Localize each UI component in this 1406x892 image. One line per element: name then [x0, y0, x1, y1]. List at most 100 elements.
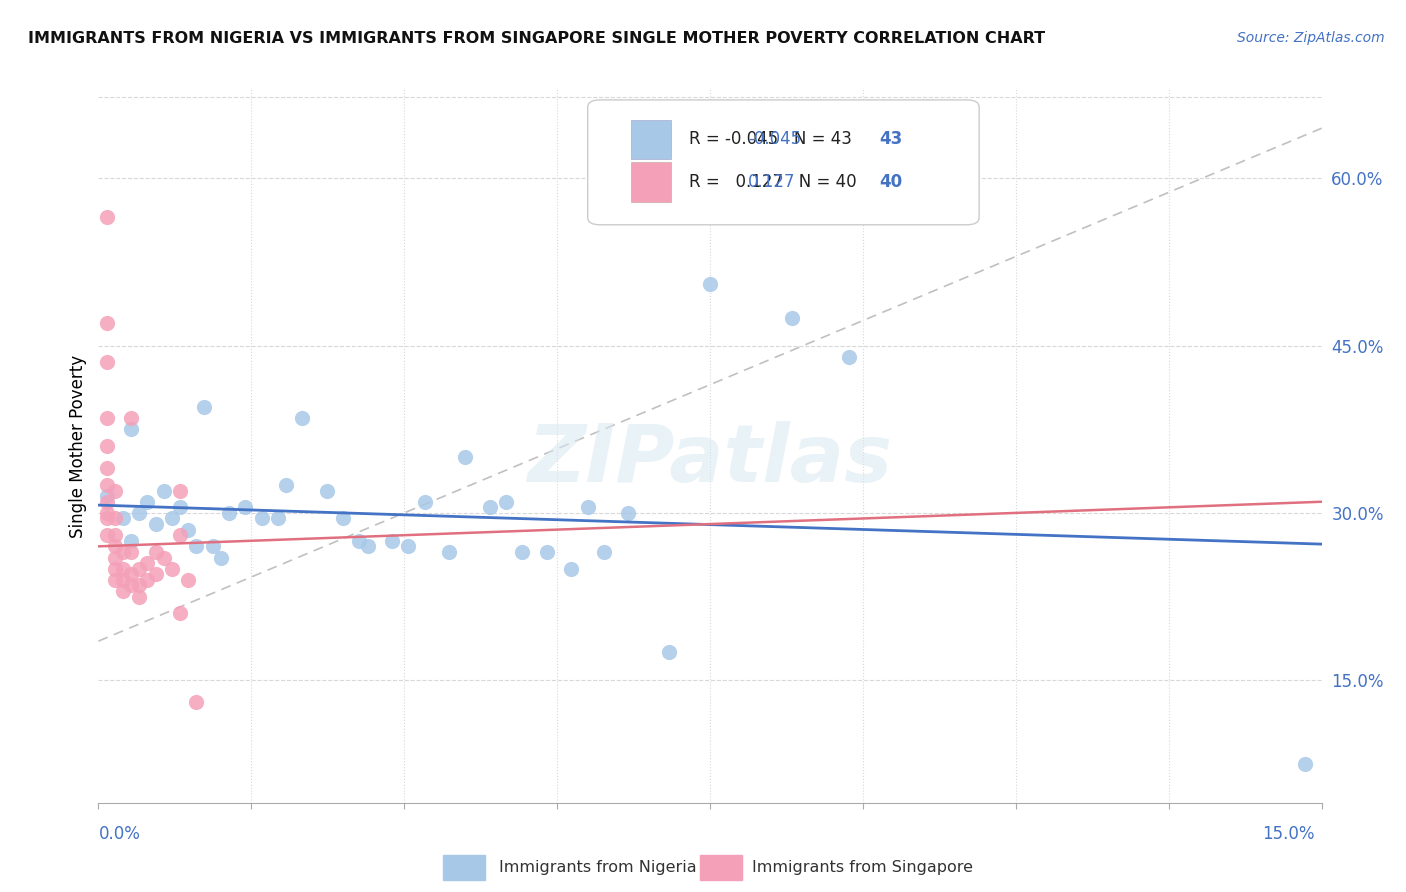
Text: R =   0.127   N = 40: R = 0.127 N = 40	[689, 173, 856, 191]
Point	[193, 400, 215, 414]
Text: -0.045: -0.045	[748, 130, 801, 148]
Point	[96, 461, 118, 475]
Point	[233, 500, 256, 515]
Point	[96, 211, 118, 225]
Point	[145, 567, 167, 582]
Point	[96, 528, 118, 542]
Point	[104, 483, 127, 498]
Point	[104, 550, 127, 565]
Point	[593, 545, 616, 559]
Point	[136, 556, 159, 570]
Point	[177, 523, 200, 537]
Point	[356, 539, 378, 553]
Point	[495, 494, 517, 508]
Point	[437, 545, 460, 559]
Point	[120, 567, 142, 582]
Point	[111, 545, 134, 559]
Point	[120, 578, 142, 592]
Point	[512, 545, 534, 559]
Point	[128, 590, 150, 604]
Point	[186, 539, 208, 553]
Text: Source: ZipAtlas.com: Source: ZipAtlas.com	[1237, 31, 1385, 45]
Point	[169, 528, 191, 542]
Point	[96, 317, 118, 331]
Point	[152, 483, 174, 498]
Point	[104, 562, 127, 576]
Point	[332, 511, 354, 525]
Point	[96, 489, 118, 503]
Point	[291, 411, 314, 425]
Text: 0.0%: 0.0%	[98, 825, 141, 843]
Point	[169, 483, 191, 498]
Point	[160, 511, 183, 525]
Point	[160, 562, 183, 576]
Point	[250, 511, 273, 525]
Point	[838, 350, 860, 364]
Point	[111, 511, 134, 525]
Point	[658, 645, 681, 659]
Point	[96, 506, 118, 520]
Point	[120, 545, 142, 559]
FancyBboxPatch shape	[630, 162, 671, 202]
Text: 0.127: 0.127	[748, 173, 796, 191]
FancyBboxPatch shape	[630, 120, 671, 159]
Point	[478, 500, 501, 515]
Point	[576, 500, 599, 515]
Point	[96, 478, 118, 492]
Point	[96, 411, 118, 425]
Point	[120, 533, 142, 548]
Point	[111, 573, 134, 587]
Text: 15.0%: 15.0%	[1263, 825, 1315, 843]
Point	[145, 517, 167, 532]
Point	[111, 583, 134, 598]
Point	[128, 562, 150, 576]
Point	[96, 439, 118, 453]
Point	[136, 494, 159, 508]
Point	[617, 506, 640, 520]
Point	[780, 310, 803, 325]
Point	[96, 494, 118, 508]
Point	[186, 696, 208, 710]
Point	[560, 562, 582, 576]
Point	[169, 500, 191, 515]
Point	[454, 450, 477, 464]
Point	[413, 494, 436, 508]
Text: IMMIGRANTS FROM NIGERIA VS IMMIGRANTS FROM SINGAPORE SINGLE MOTHER POVERTY CORRE: IMMIGRANTS FROM NIGERIA VS IMMIGRANTS FR…	[28, 31, 1045, 46]
Text: Immigrants from Singapore: Immigrants from Singapore	[752, 860, 973, 874]
Point	[201, 539, 224, 553]
Point	[104, 573, 127, 587]
Point	[169, 607, 191, 621]
Point	[315, 483, 337, 498]
FancyBboxPatch shape	[588, 100, 979, 225]
Point	[396, 539, 419, 553]
Point	[96, 355, 118, 369]
Point	[136, 573, 159, 587]
Point	[209, 550, 232, 565]
Text: R = -0.045   N = 43: R = -0.045 N = 43	[689, 130, 852, 148]
Point	[104, 528, 127, 542]
Point	[128, 506, 150, 520]
Point	[152, 550, 174, 565]
Text: 40: 40	[879, 173, 903, 191]
Text: Immigrants from Nigeria: Immigrants from Nigeria	[499, 860, 697, 874]
Point	[267, 511, 290, 525]
Point	[218, 506, 240, 520]
Point	[274, 478, 297, 492]
Point	[96, 511, 118, 525]
Point	[104, 539, 127, 553]
Text: ZIPatlas: ZIPatlas	[527, 421, 893, 500]
Point	[1294, 756, 1316, 771]
Point	[536, 545, 558, 559]
Point	[120, 411, 142, 425]
Point	[177, 573, 200, 587]
Point	[111, 562, 134, 576]
Point	[104, 511, 127, 525]
Point	[349, 533, 371, 548]
Point	[145, 545, 167, 559]
Text: 43: 43	[879, 130, 903, 148]
Point	[699, 277, 721, 292]
Y-axis label: Single Mother Poverty: Single Mother Poverty	[69, 354, 87, 538]
Point	[128, 578, 150, 592]
Point	[381, 533, 404, 548]
Point	[120, 422, 142, 436]
